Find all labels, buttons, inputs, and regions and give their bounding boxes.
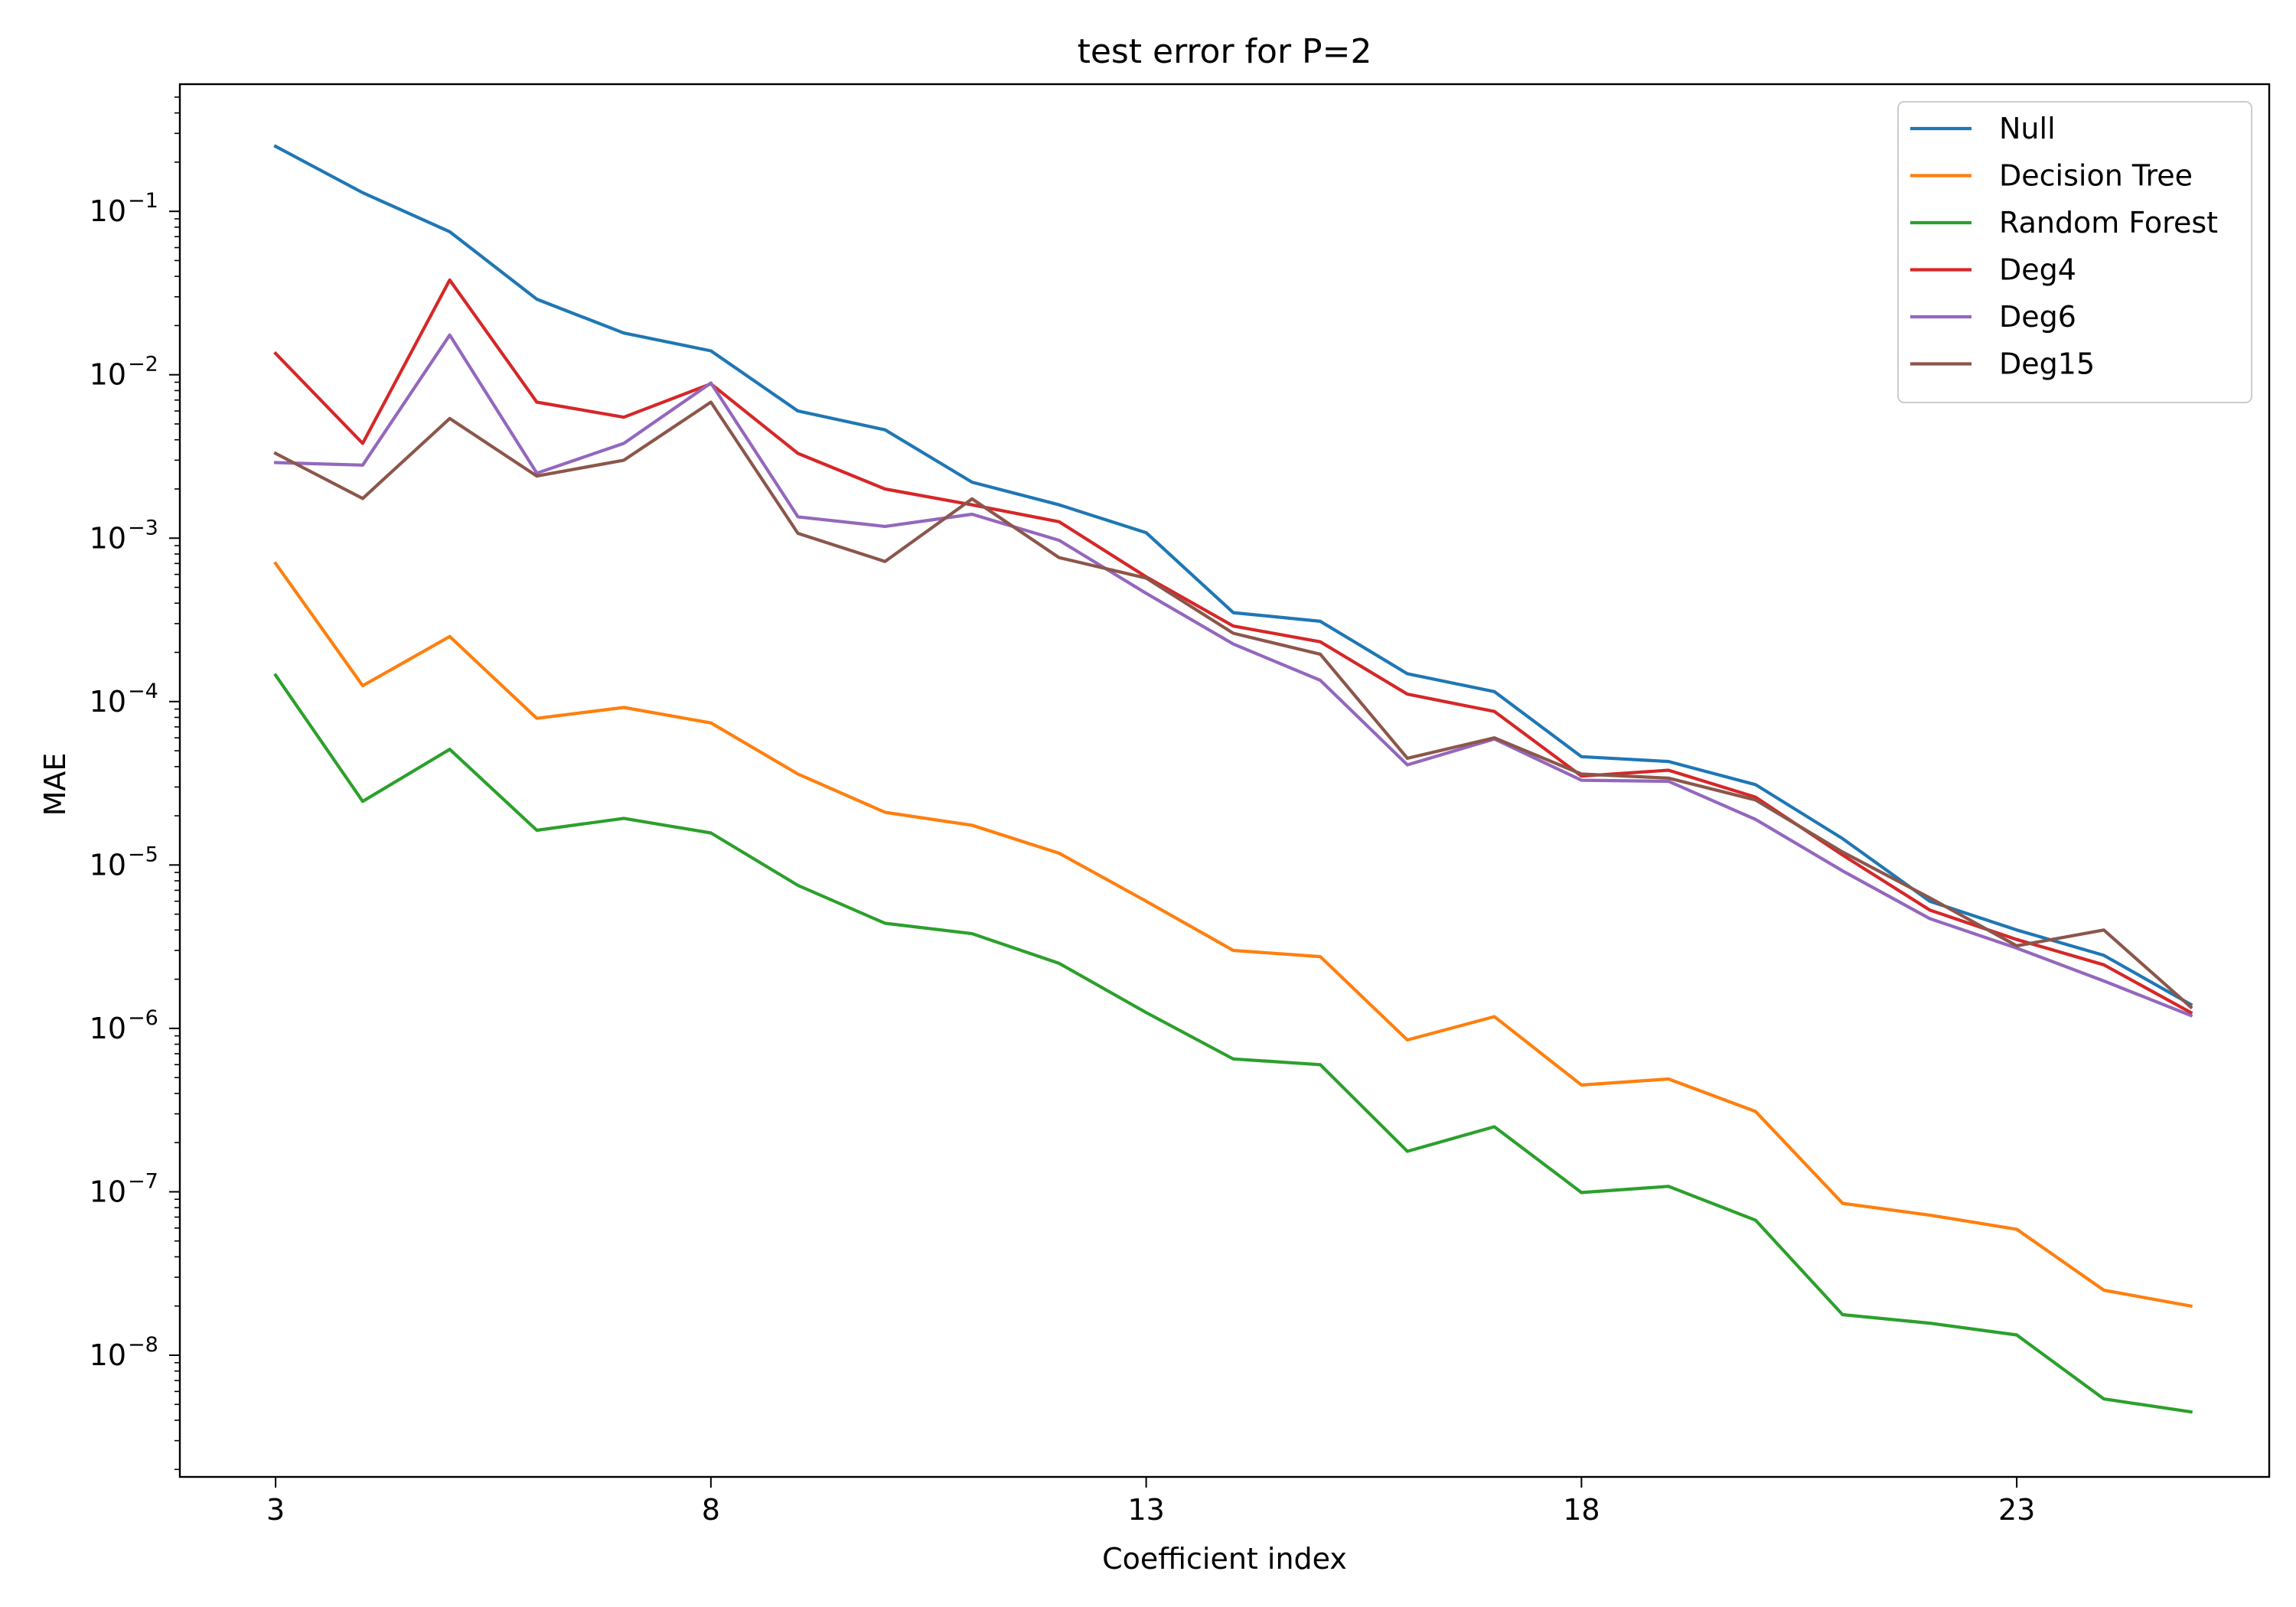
axes-frame [178,83,2271,1478]
legend-box [1897,101,2252,403]
series-line-deg6 [273,333,2193,1018]
x-tick-label: 13 [1127,1493,1164,1527]
legend-label-deg4: Deg4 [1999,253,2076,287]
legend-label-deg15: Deg15 [1999,347,2095,381]
x-tick-label: 3 [266,1493,285,1527]
y-tick-label: 10 [90,1012,126,1045]
y-tick-label: 10 [90,1338,126,1372]
y-axis-label: MAE [38,753,72,817]
y-tick-label: 10 [90,521,126,555]
series-line-random-forest [273,673,2193,1414]
legend-label-deg6: Deg6 [1999,300,2076,334]
series-line-null [273,144,2193,1007]
y-tick-exponent: −6 [128,1006,158,1030]
series-line-decision-tree [273,561,2193,1309]
y-tick-exponent: −8 [128,1333,158,1357]
legend-label-random-forest: Random Forest [1999,206,2218,240]
x-tick-label: 8 [702,1493,720,1527]
y-tick-exponent: −7 [128,1169,158,1193]
x-tick-label: 23 [1998,1493,2035,1527]
legend-label-decision-tree: Decision Tree [1999,159,2193,193]
x-axis-label: Coefficient index [1102,1542,1347,1576]
y-tick-exponent: −3 [128,516,158,539]
legend: Null Decision Tree Random Forest Deg4 Deg6 De… [1897,101,2252,403]
series-line-deg4 [273,278,2193,1015]
y-tick-label: 10 [90,848,126,882]
y-tick-exponent: −2 [128,353,158,376]
y-tick-label: 10 [90,194,126,228]
y-tick-label: 10 [90,1175,126,1208]
y-tick-exponent: −4 [128,680,158,703]
y-tick-exponent: −5 [128,843,158,866]
legend-label-null: Null [1999,112,2056,145]
y-tick-label: 10 [90,358,126,392]
series-line-deg15 [273,400,2193,1010]
x-tick-label: 18 [1563,1493,1600,1527]
series-group [273,144,2193,1414]
y-tick-label: 10 [90,685,126,719]
chart-title: test error for P=2 [1078,32,1372,71]
y-tick-exponent: −1 [128,189,158,213]
